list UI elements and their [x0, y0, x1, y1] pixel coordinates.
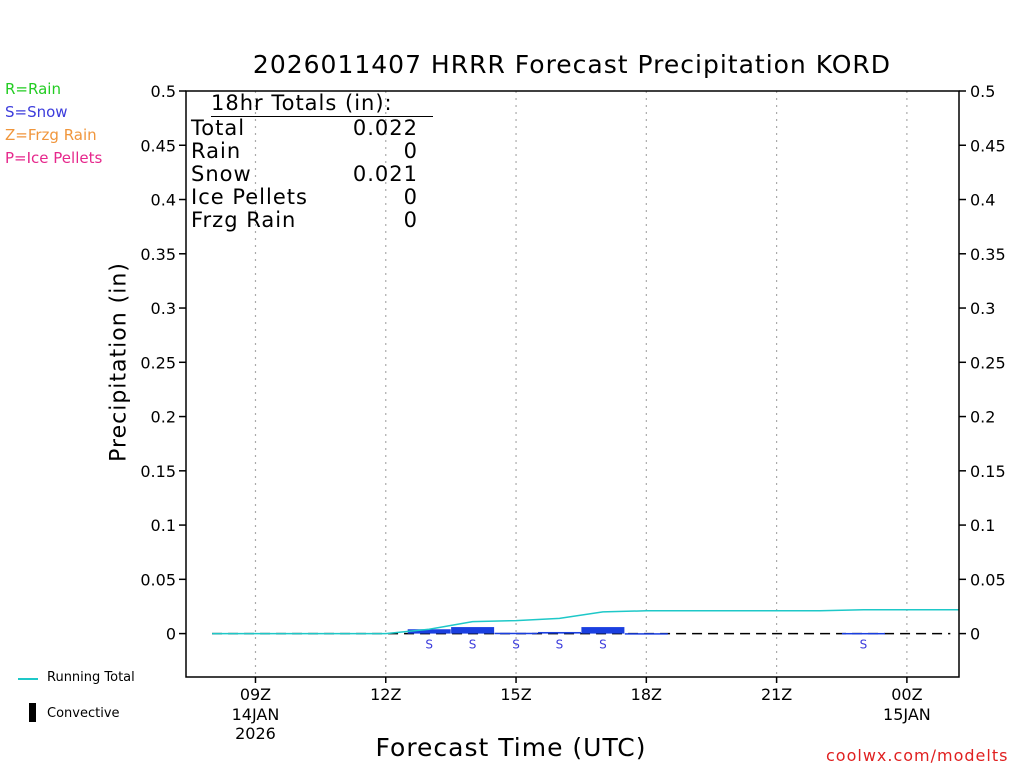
precip-bar: [494, 632, 538, 635]
x-tick-date-label: 15JAN: [883, 705, 931, 724]
credit-link[interactable]: coolwx.com/modelts: [826, 746, 1009, 765]
y-tick-label-right: 0.15: [970, 462, 1006, 481]
y-tick-label-left: 0.5: [151, 82, 176, 101]
y-tick-label-left: 0.3: [151, 299, 176, 318]
x-axis-label: Forecast Time (UTC): [375, 733, 647, 762]
y-tick-label-right: 0.45: [970, 136, 1006, 155]
x-tick-date-label: 14JAN: [232, 705, 280, 724]
totals-row-ice-pellets: Ice Pellets 0: [191, 186, 418, 209]
totals-label: Frzg Rain: [191, 208, 297, 232]
y-tick-label-right: 0.05: [970, 570, 1006, 589]
totals-value: 0.022: [352, 116, 418, 140]
totals-label: Snow: [191, 162, 252, 186]
ptype-label: S: [599, 638, 607, 652]
totals-label: Rain: [191, 139, 242, 163]
totals-label: Total: [191, 116, 246, 140]
x-tick-label: 18Z: [631, 685, 662, 704]
y-tick-label-right: 0.25: [970, 353, 1006, 372]
x-tick-label: 21Z: [761, 685, 792, 704]
legend-rain: R=Rain: [5, 80, 61, 98]
running-total-swatch: [18, 678, 38, 680]
plot-frame: [185, 90, 960, 678]
y-tick-label-right: 0.4: [970, 191, 995, 210]
y-tick-label-left: 0.25: [140, 353, 176, 372]
ptype-label: S: [425, 638, 433, 652]
totals-row-rain: Rain 0: [191, 140, 418, 163]
legend-frzg-rain: Z=Frzg Rain: [5, 126, 97, 144]
totals-row-frzg-rain: Frzg Rain 0: [191, 209, 418, 232]
precip-bar: [841, 632, 885, 635]
y-tick-label-left: 0.45: [140, 136, 176, 155]
precip-bar: [537, 631, 581, 634]
y-tick-label-right: 0.2: [970, 408, 995, 427]
chart-title: 2026011407 HRRR Forecast Precipitation K…: [252, 50, 892, 79]
ptype-label: S: [556, 638, 564, 652]
precip-bar: [581, 627, 625, 634]
running-total-line: [212, 608, 959, 635]
y-tick-label-left: 0.1: [151, 516, 176, 535]
ptype-label: S: [860, 638, 868, 652]
x-tick-label: 09Z: [240, 685, 271, 704]
precip-bar: [451, 627, 495, 634]
x-tick-label: 00Z: [891, 685, 922, 704]
totals-row-total: Total 0.022: [191, 117, 418, 140]
convective-swatch: [29, 703, 36, 722]
y-tick-label-right: 0.3: [970, 299, 995, 318]
precip-bar: [624, 633, 668, 635]
legend-ice-pellets: P=Ice Pellets: [5, 149, 103, 167]
totals-value: 0: [403, 139, 418, 163]
totals-label: Ice Pellets: [191, 185, 308, 209]
x-tick-label: 12Z: [370, 685, 401, 704]
totals-box: 18hr Totals (in): Total 0.022 Rain 0 Snow 0…: [191, 92, 433, 232]
y-tick-label-left: 0: [166, 625, 176, 644]
y-tick-label-right: 0.1: [970, 516, 995, 535]
y-tick-label-right: 0.35: [970, 245, 1006, 264]
y-tick-label-left: 0.05: [140, 570, 176, 589]
running-total-legend-label: Running Total: [47, 670, 135, 685]
totals-value: 0.021: [352, 162, 418, 186]
y-tick-label-left: 0.35: [140, 245, 176, 264]
convective-legend-label: Convective: [47, 706, 120, 721]
precip-bar: [407, 629, 451, 634]
totals-value: 0: [403, 185, 418, 209]
ptype-label: S: [512, 638, 520, 652]
x-tick-label: 15Z: [500, 685, 531, 704]
ptype-label: S: [469, 638, 477, 652]
x-tick-year-label: 2026: [235, 724, 276, 743]
legend-snow: S=Snow: [5, 103, 68, 121]
y-tick-label-right: 0.5: [970, 82, 995, 101]
y-tick-label-right: 0: [970, 625, 980, 644]
y-tick-label-left: 0.2: [151, 408, 176, 427]
y-tick-label-left: 0.4: [151, 191, 176, 210]
totals-value: 0: [403, 208, 418, 232]
y-tick-label-left: 0.15: [140, 462, 176, 481]
totals-row-snow: Snow 0.021: [191, 163, 418, 186]
totals-title: 18hr Totals (in):: [211, 92, 433, 117]
